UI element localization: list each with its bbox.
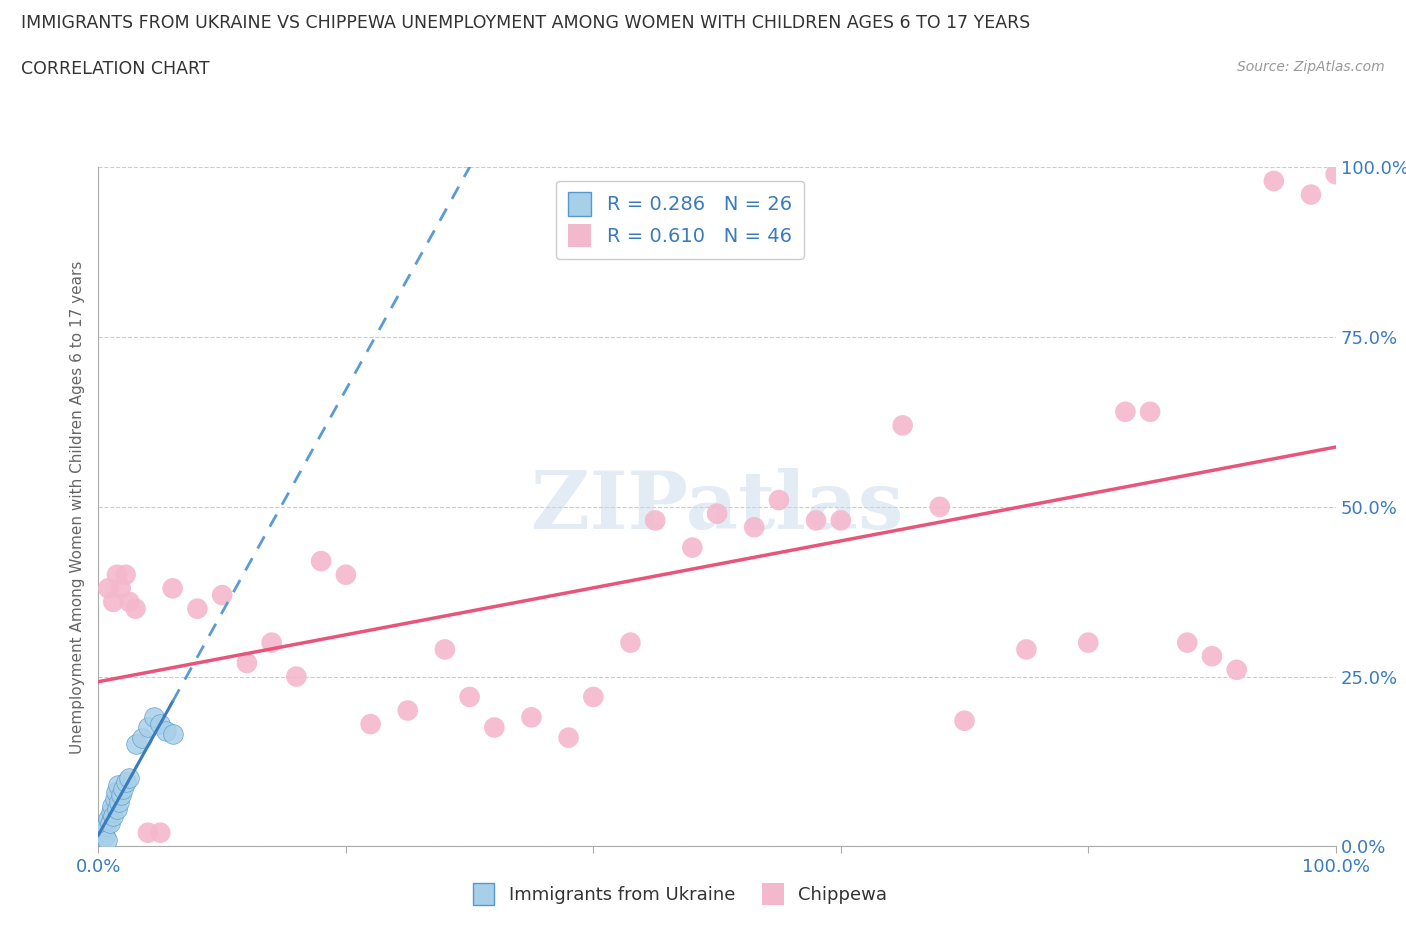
Text: IMMIGRANTS FROM UKRAINE VS CHIPPEWA UNEMPLOYMENT AMONG WOMEN WITH CHILDREN AGES : IMMIGRANTS FROM UKRAINE VS CHIPPEWA UNEM…: [21, 14, 1031, 32]
Point: [110, 788, 132, 803]
Point: [1226, 662, 1249, 677]
Point: [1175, 635, 1198, 650]
Point: [582, 689, 605, 704]
Point: [1299, 187, 1322, 202]
Point: [97, 581, 120, 596]
Legend: Immigrants from Ukraine, Chippewa: Immigrants from Ukraine, Chippewa: [465, 875, 894, 912]
Point: [953, 713, 976, 728]
Point: [105, 802, 128, 817]
Point: [97, 812, 120, 827]
Point: [103, 791, 125, 806]
Point: [136, 720, 159, 735]
Point: [94, 818, 117, 833]
Point: [108, 795, 131, 810]
Point: [1201, 649, 1223, 664]
Point: [103, 594, 125, 609]
Point: [211, 588, 233, 603]
Point: [96, 832, 118, 847]
Text: CORRELATION CHART: CORRELATION CHART: [21, 60, 209, 78]
Point: [162, 727, 184, 742]
Point: [118, 771, 141, 786]
Point: [162, 581, 184, 596]
Point: [768, 493, 790, 508]
Point: [309, 553, 332, 568]
Point: [131, 730, 153, 745]
Point: [285, 670, 308, 684]
Point: [260, 635, 283, 650]
Point: [155, 724, 177, 738]
Point: [1077, 635, 1099, 650]
Point: [101, 798, 124, 813]
Text: ZIPatlas: ZIPatlas: [531, 468, 903, 546]
Point: [557, 730, 579, 745]
Point: [136, 825, 159, 840]
Point: [830, 513, 852, 528]
Point: [98, 815, 121, 830]
Point: [644, 513, 666, 528]
Point: [891, 418, 914, 432]
Point: [112, 781, 135, 796]
Point: [114, 775, 136, 790]
Point: [804, 513, 827, 528]
Point: [107, 777, 129, 792]
Point: [433, 642, 456, 657]
Point: [619, 635, 641, 650]
Point: [1015, 642, 1038, 657]
Point: [114, 567, 136, 582]
Point: [928, 499, 950, 514]
Point: [520, 710, 543, 724]
Point: [104, 785, 127, 800]
Point: [105, 567, 128, 582]
Point: [103, 808, 125, 823]
Point: [1114, 405, 1136, 419]
Point: [149, 825, 172, 840]
Text: Source: ZipAtlas.com: Source: ZipAtlas.com: [1237, 60, 1385, 74]
Point: [360, 717, 382, 732]
Point: [396, 703, 419, 718]
Point: [335, 567, 357, 582]
Point: [458, 689, 481, 704]
Point: [124, 602, 146, 617]
Point: [236, 656, 259, 671]
Point: [118, 594, 141, 609]
Point: [100, 805, 122, 820]
Point: [1263, 174, 1285, 189]
Point: [186, 602, 208, 617]
Y-axis label: Unemployment Among Women with Children Ages 6 to 17 years: Unemployment Among Women with Children A…: [70, 260, 86, 753]
Point: [93, 825, 115, 840]
Point: [143, 710, 166, 724]
Point: [110, 581, 132, 596]
Point: [1324, 166, 1347, 181]
Point: [706, 506, 728, 521]
Point: [742, 520, 765, 535]
Point: [93, 829, 115, 844]
Point: [149, 717, 172, 732]
Point: [484, 720, 506, 735]
Point: [1139, 405, 1161, 419]
Point: [681, 540, 703, 555]
Point: [91, 822, 114, 837]
Point: [124, 737, 146, 752]
